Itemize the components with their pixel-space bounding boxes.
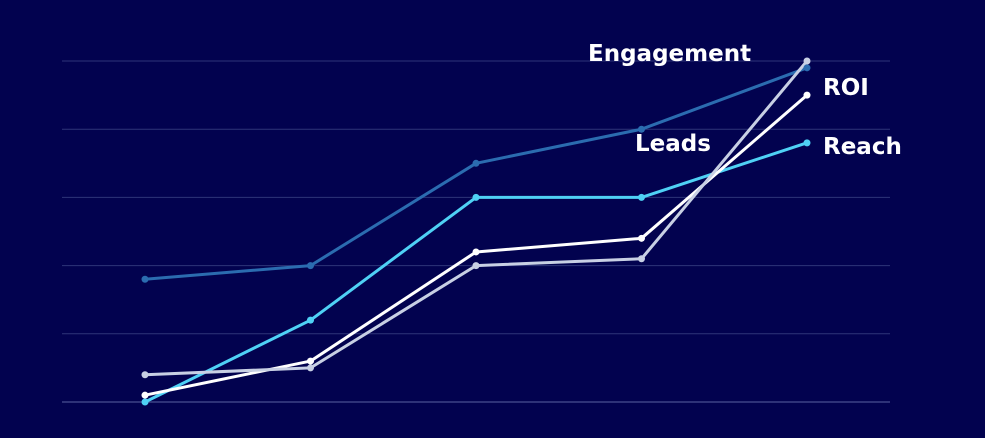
data-point-leads	[803, 64, 811, 72]
series-label-engagement: Engagement	[588, 41, 751, 67]
series-lines	[144, 60, 809, 404]
series-line-engagement	[144, 60, 809, 377]
data-point-leads	[638, 125, 645, 133]
series-line-leads	[144, 66, 808, 281]
data-point-reach	[803, 139, 811, 147]
data-point-reach	[307, 316, 314, 324]
data-point-leads	[307, 262, 314, 270]
data-point-leads	[141, 275, 149, 283]
data-point-engagement	[803, 57, 811, 65]
data-point-engagement	[472, 262, 480, 270]
data-point-leads	[472, 159, 480, 167]
series-labels: Engagement ROI Leads Reach	[588, 41, 902, 160]
series-label-roi: ROI	[823, 75, 869, 101]
data-point-reach	[472, 193, 480, 201]
series-label-reach: Reach	[823, 134, 902, 160]
data-point-roi	[803, 91, 811, 99]
series-label-leads: Leads	[635, 131, 711, 157]
data-point-roi	[472, 248, 480, 256]
data-point-reach	[141, 398, 149, 406]
data-point-reach	[638, 193, 645, 201]
data-point-roi	[141, 391, 149, 399]
data-point-engagement	[638, 255, 645, 263]
data-point-engagement	[141, 371, 149, 379]
data-point-engagement	[307, 364, 314, 372]
data-point-roi	[638, 234, 645, 242]
series-points	[141, 57, 811, 406]
data-point-roi	[307, 357, 314, 365]
